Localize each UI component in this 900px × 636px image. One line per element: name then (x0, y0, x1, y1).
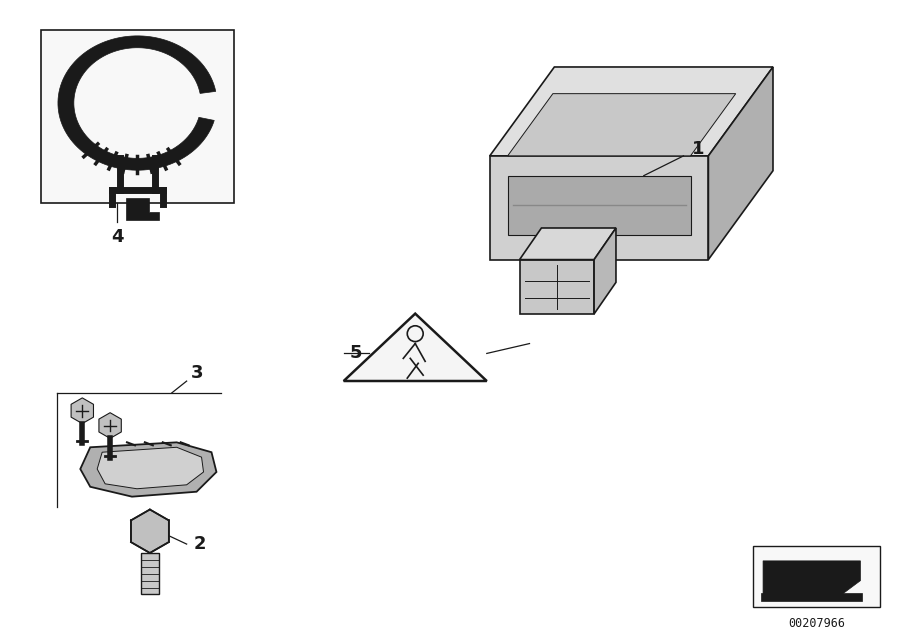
Polygon shape (519, 259, 594, 314)
Polygon shape (490, 67, 773, 156)
Text: 3: 3 (190, 364, 203, 382)
Polygon shape (519, 228, 616, 259)
Text: 1: 1 (692, 140, 705, 158)
Polygon shape (508, 176, 690, 235)
Polygon shape (97, 447, 203, 488)
Bar (753, 546, 880, 607)
Polygon shape (130, 509, 169, 553)
Text: 2: 2 (194, 535, 206, 553)
Polygon shape (125, 198, 159, 219)
Polygon shape (99, 413, 122, 438)
Polygon shape (763, 561, 860, 595)
Polygon shape (761, 593, 862, 602)
Text: 00207966: 00207966 (788, 617, 845, 630)
Polygon shape (71, 398, 94, 424)
Polygon shape (708, 67, 773, 259)
Polygon shape (490, 156, 708, 259)
Text: 5: 5 (349, 345, 362, 363)
Bar (141, 553, 158, 595)
Polygon shape (80, 442, 217, 497)
Polygon shape (594, 228, 616, 314)
Polygon shape (508, 93, 735, 156)
Polygon shape (344, 314, 487, 381)
Text: 4: 4 (111, 228, 123, 246)
Bar (40, 31, 234, 204)
Polygon shape (58, 36, 216, 170)
